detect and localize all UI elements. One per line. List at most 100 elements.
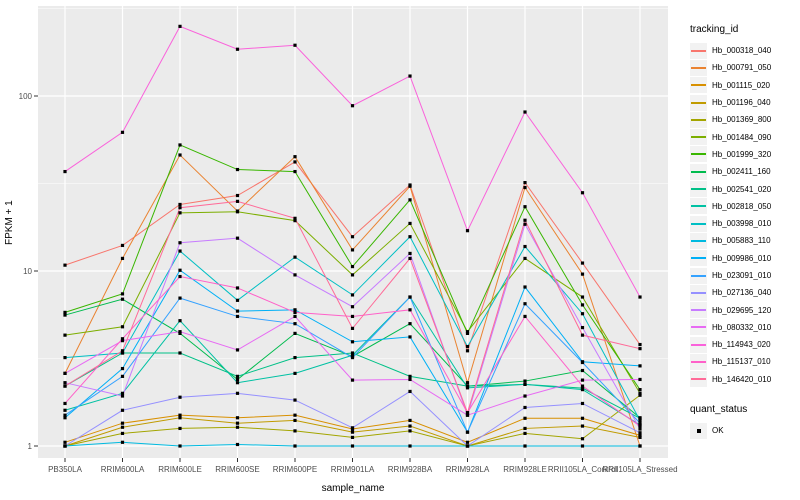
- data-point: [408, 198, 412, 202]
- data-point: [408, 418, 412, 423]
- data-point: [235, 425, 240, 429]
- legend-rows: Hb_000318_040 Hb_000791_050 Hb_001115_020 H…: [690, 42, 798, 388]
- data-point: [465, 349, 470, 353]
- data-point: [465, 411, 470, 415]
- data-point: [465, 430, 470, 434]
- data-point: [120, 394, 125, 398]
- data-point: [293, 314, 297, 319]
- data-point: [638, 347, 642, 351]
- data-point: [408, 74, 412, 78]
- x-tick-label: RRIM600LA: [100, 465, 145, 474]
- legend-key-swatch: [690, 77, 707, 94]
- data-point: [408, 295, 412, 299]
- data-point: [523, 285, 527, 289]
- legend-key-swatch: [690, 181, 707, 198]
- legend-item-label: Hb_115137_010: [712, 357, 771, 367]
- data-point: [408, 322, 412, 326]
- legend-key-swatch: [690, 163, 707, 180]
- data-point: [63, 355, 67, 360]
- legend-item-label: Hb_002818_050: [712, 201, 772, 211]
- data-point: [465, 229, 470, 233]
- quant-legend-item: OK: [690, 422, 798, 439]
- data-point: [178, 413, 182, 417]
- quant-legend-rows: OK: [690, 422, 798, 439]
- data-point: [465, 444, 470, 448]
- legend-item-label: Hb_027136_040: [712, 288, 772, 298]
- data-point: [235, 298, 240, 302]
- legend-item: Hb_000791_050: [690, 59, 798, 76]
- data-point: [580, 368, 585, 373]
- data-point: [580, 333, 585, 337]
- data-point: [293, 310, 297, 315]
- legend-key-swatch: [690, 215, 707, 232]
- legend-title-tracking-id: tracking_id: [690, 24, 739, 35]
- legend-line-icon: [691, 326, 706, 329]
- legend-key-swatch: [690, 302, 707, 319]
- data-point: [580, 388, 585, 392]
- data-point: [523, 444, 527, 448]
- data-point: [408, 389, 412, 394]
- data-point: [350, 273, 355, 277]
- data-point: [465, 440, 470, 444]
- legend-key-swatch: [690, 284, 707, 301]
- data-point: [120, 366, 125, 371]
- legend-line-icon: [691, 49, 706, 52]
- legend-line-icon: [691, 84, 706, 87]
- data-point: [120, 130, 125, 134]
- data-point: [350, 426, 355, 430]
- x-axis-title: sample_name: [321, 483, 385, 494]
- legend-item: Hb_027136_040: [690, 284, 798, 301]
- data-point: [235, 442, 240, 447]
- data-point: [523, 302, 527, 306]
- data-point: [120, 325, 125, 329]
- data-point: [63, 440, 67, 444]
- data-point: [350, 326, 355, 330]
- data-point: [235, 381, 240, 385]
- legend-item: Hb_115137_010: [690, 353, 798, 370]
- data-point: [350, 444, 355, 448]
- data-point: [580, 295, 585, 299]
- data-point: [350, 104, 355, 108]
- data-point: [178, 296, 182, 300]
- legend-line-icon: [691, 66, 706, 69]
- data-point: [408, 335, 412, 339]
- data-point: [523, 222, 527, 226]
- legend-key-swatch: [690, 146, 707, 163]
- legend-item-label: Hb_001999_320: [712, 149, 772, 159]
- data-point: [408, 184, 412, 188]
- data-point: [580, 444, 585, 448]
- legend-item: Hb_080332_010: [690, 319, 798, 336]
- legend-item: Hb_005883_110: [690, 232, 798, 249]
- legend-item-label: Hb_009986_010: [712, 253, 772, 263]
- legend-item-label: Hb_001484_090: [712, 132, 772, 142]
- data-point: [120, 431, 125, 436]
- data-point: [580, 312, 585, 316]
- data-point: [523, 314, 527, 319]
- data-point: [63, 444, 67, 448]
- legend-key-swatch: [690, 319, 707, 336]
- data-point: [293, 308, 297, 312]
- data-point: [63, 371, 67, 375]
- legend-line-icon: [691, 101, 706, 104]
- data-point: [178, 395, 182, 399]
- x-tick-label: PB350LA: [48, 465, 82, 474]
- data-point: [178, 268, 182, 272]
- legend-item-label: Hb_146420_010: [712, 374, 772, 384]
- legend-line-icon: [691, 188, 706, 191]
- data-point: [178, 241, 182, 245]
- legend-item: Hb_000318_040: [690, 42, 798, 59]
- legend-line-icon: [691, 309, 706, 312]
- legend-item: Hb_029695_120: [690, 301, 798, 319]
- data-point: [465, 384, 470, 388]
- data-point: [580, 437, 585, 441]
- data-point: [178, 249, 182, 253]
- legend-item: Hb_146420_010: [690, 371, 798, 388]
- legend-line-icon: [691, 257, 706, 260]
- data-point: [350, 264, 355, 269]
- legend-title-quant-status: quant_status: [690, 403, 748, 415]
- data-point: [408, 251, 412, 256]
- data-point: [293, 43, 297, 47]
- data-point: [580, 401, 585, 406]
